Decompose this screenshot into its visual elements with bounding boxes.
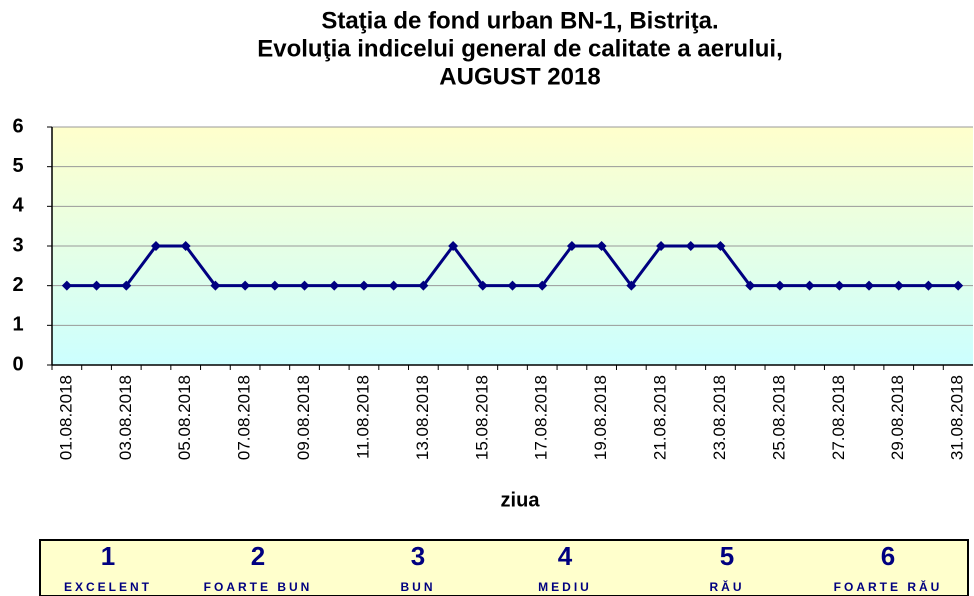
point [448,241,459,251]
x-axis-title: ziua [501,489,541,511]
legend-label: FOARTE RĂU [834,579,943,594]
point [61,280,72,291]
point [299,280,310,291]
point [180,241,191,251]
chart-title: Evoluţia indicelui general de calitate a… [257,35,783,62]
x-tick-label: 13.08.2018 [413,375,432,460]
point [864,280,875,291]
point [388,280,399,291]
x-tick-label: 07.08.2018 [235,375,254,460]
point [745,280,756,291]
legend-number: 4 [558,541,573,571]
point [418,280,429,291]
point [210,280,221,291]
legend-label: RĂU [710,579,745,594]
y-tick-label: 5 [12,155,23,177]
x-tick-label: 11.08.2018 [353,375,372,459]
point [774,280,785,291]
point [240,280,251,291]
point [923,280,934,291]
x-tick-label: 05.08.2018 [175,375,194,460]
x-tick-label: 31.08.2018 [948,375,967,460]
legend-number: 5 [720,541,734,571]
chart-title: AUGUST 2018 [439,63,600,90]
y-tick-label: 3 [12,234,23,256]
legend-box [39,539,969,596]
point [358,280,369,291]
point [121,280,132,291]
x-tick-label: 03.08.2018 [116,375,135,460]
legend-label: BUN [401,580,436,594]
point [537,280,548,291]
point [656,241,667,251]
x-tick-label: 09.08.2018 [294,375,313,460]
y-tick-label: 4 [12,195,24,217]
point [596,241,607,251]
point [566,241,577,251]
point [953,280,964,291]
x-tick-label: 15.08.2018 [472,375,491,460]
point [477,280,488,291]
point [626,280,637,291]
legend-label: FOARTE BUN [204,580,313,594]
legend-number: 2 [251,541,265,571]
point [715,241,726,251]
x-tick-label: 25.08.2018 [769,375,788,460]
x-tick-label: 19.08.2018 [591,375,610,460]
legend-label: EXCELENT [64,580,152,594]
chart-title: Staţia de fond urban BN-1, Bistriţa. [321,7,718,34]
y-tick-label: 0 [12,353,23,375]
legend-number: 1 [101,541,115,571]
x-tick-label: 17.08.2018 [532,375,551,460]
legend-label: MEDIU [538,580,592,594]
legend-number: 3 [411,541,425,571]
point [269,280,280,291]
point [893,280,904,291]
x-tick-label: 23.08.2018 [710,375,729,460]
x-tick-label: 27.08.2018 [829,375,848,460]
point [804,280,815,291]
y-tick-label: 2 [12,274,23,296]
point [91,280,102,291]
x-tick-label: 21.08.2018 [651,375,670,460]
x-tick-label: 29.08.2018 [888,375,907,460]
point [329,280,340,291]
y-tick-label: 6 [12,115,23,137]
point [834,280,845,291]
point [507,280,518,291]
y-tick-label: 1 [12,314,23,336]
legend-number: 6 [881,541,895,571]
point [685,241,696,251]
point [150,241,161,251]
x-tick-label: 01.08.2018 [56,375,75,460]
